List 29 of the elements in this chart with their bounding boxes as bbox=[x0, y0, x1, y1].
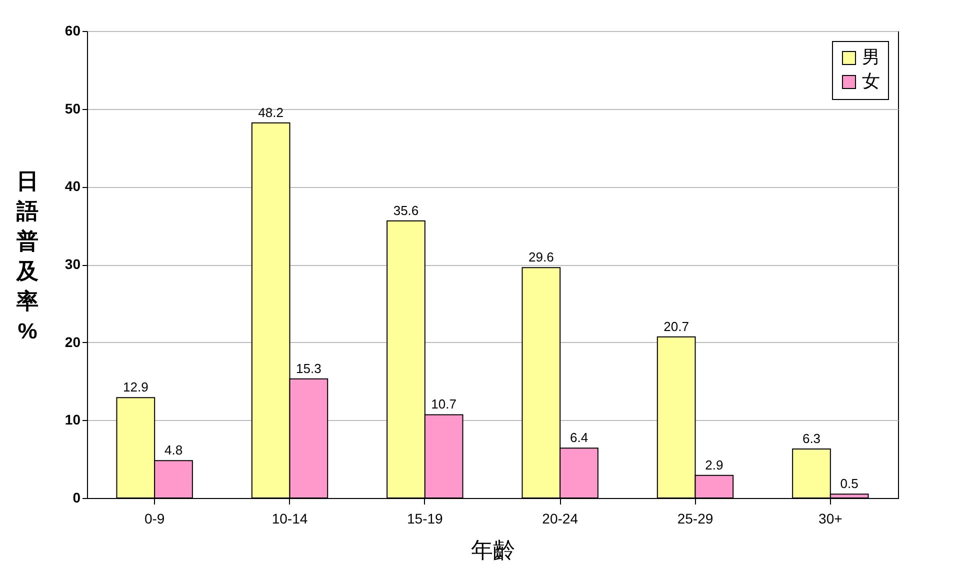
data-label: 15.3 bbox=[296, 360, 322, 376]
x-tick-label: 25-29 bbox=[677, 510, 714, 526]
y-tick-label: 60 bbox=[64, 22, 81, 38]
x-tick-label: 0-9 bbox=[144, 510, 165, 526]
data-label: 0.5 bbox=[840, 476, 858, 492]
data-label: 20.7 bbox=[664, 318, 689, 334]
data-label: 4.8 bbox=[164, 442, 183, 458]
x-axis-title: 年齡 bbox=[471, 538, 515, 562]
x-tick-label: 15-19 bbox=[407, 510, 444, 526]
x-tick-label: 10-14 bbox=[272, 510, 308, 526]
data-label: 48.2 bbox=[258, 104, 284, 120]
y-tick-label: 40 bbox=[64, 178, 81, 194]
data-label: 10.7 bbox=[431, 396, 456, 412]
data-label: 29.6 bbox=[528, 250, 554, 265]
y-tick-label: 10 bbox=[64, 412, 81, 428]
y-tick-label: 0 bbox=[72, 490, 81, 506]
y-tick-label: 50 bbox=[64, 100, 81, 116]
y-tick-label: 20 bbox=[64, 334, 81, 350]
y-tick-label: 30 bbox=[64, 256, 81, 272]
data-label: 2.9 bbox=[705, 457, 724, 472]
legend-label: 男 bbox=[862, 47, 880, 67]
legend-label: 女 bbox=[862, 71, 880, 91]
data-label: 12.9 bbox=[123, 380, 148, 395]
data-label: 6.4 bbox=[570, 430, 588, 446]
data-label: 6.3 bbox=[802, 430, 821, 446]
x-tick-label: 20-24 bbox=[542, 510, 578, 526]
y-axis-title: 日語普及率% bbox=[16, 168, 38, 344]
x-tick-label: 30+ bbox=[818, 510, 842, 526]
data-label: 35.6 bbox=[393, 202, 419, 218]
